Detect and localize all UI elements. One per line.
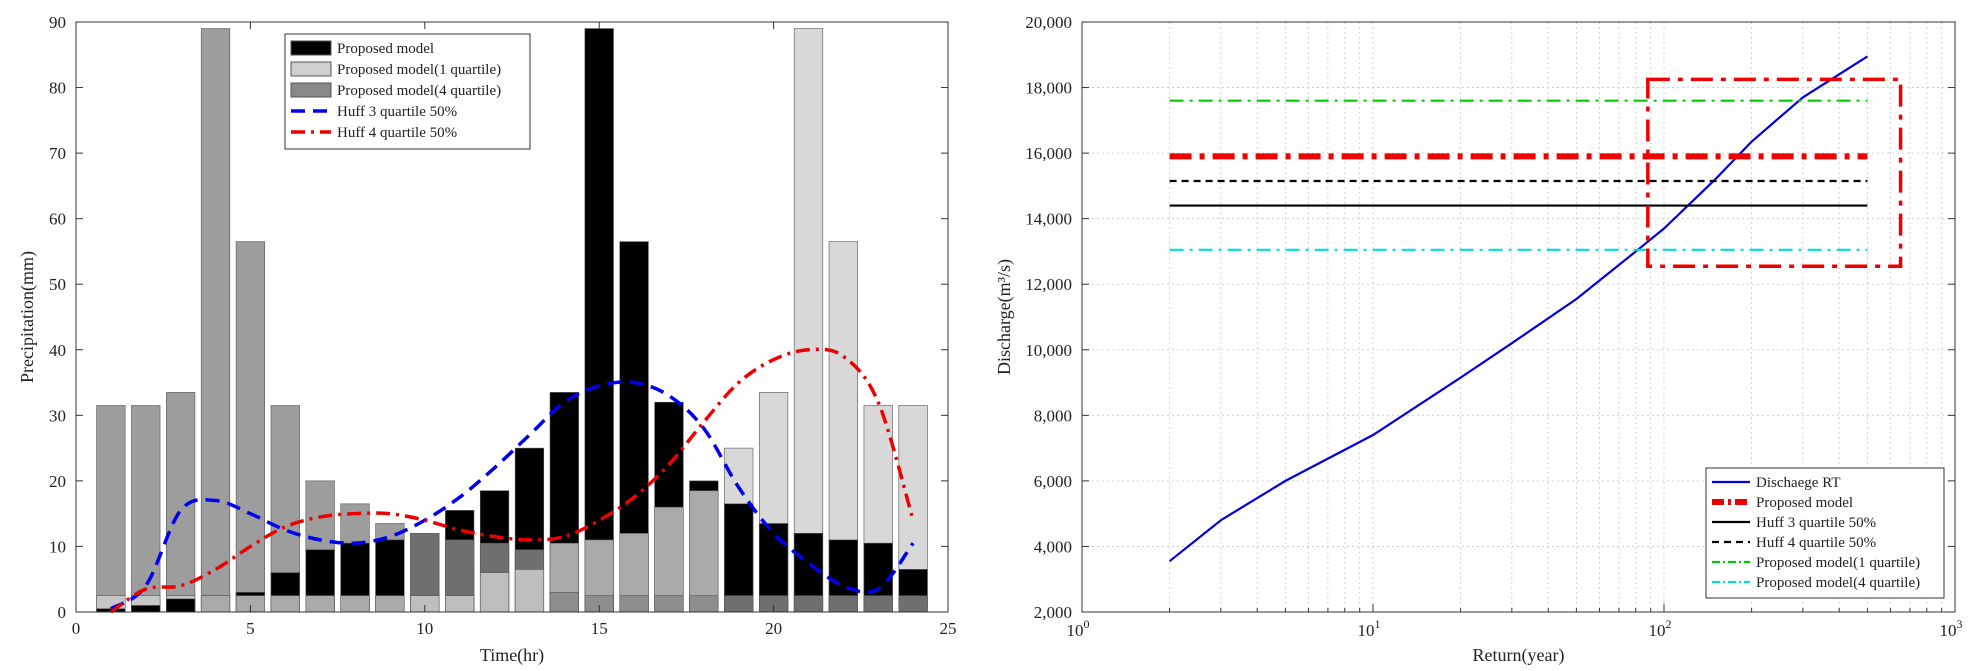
legend-swatch-3 (290, 82, 332, 98)
legend-label-1: Dischaege RT (1756, 475, 1841, 491)
bar-2-t13 (514, 569, 545, 613)
axes-frame (1081, 21, 1956, 613)
bar-3-t18 (689, 595, 719, 613)
y-tick-label: 70 (49, 144, 66, 163)
y-tick-label: 4,000 (1034, 537, 1072, 556)
bar-3-t24 (898, 595, 928, 613)
bar-2-t7 (305, 595, 335, 613)
legend: Dischaege RT Proposed model Huff 3 quartil… (1705, 467, 1945, 599)
y-tick-label: 6,000 (1034, 472, 1072, 491)
bar-1-t19 (724, 503, 754, 613)
x-tick-label: 15 (591, 619, 608, 638)
bar-1-t2 (131, 605, 161, 613)
bar-1-t3 (166, 598, 196, 613)
legend-label-5: Proposed model(1 quartile) (1756, 555, 1920, 571)
x-tick-label: 0 (72, 619, 81, 638)
bar-3-t21 (793, 595, 824, 613)
y-tick-label: 40 (49, 341, 66, 360)
x-axis-label: Return(year) (1473, 645, 1565, 666)
precipitation-chart: 0 5 10 15 20 25 0 10 20 30 40 50 60 70 80 90 Time(hr) Pre… (17, 13, 957, 666)
discharge-chart: 100 101 102 1032,0004,0006,0008,00010,00012… (994, 13, 1963, 666)
bar-2-t12 (479, 572, 510, 613)
legend-label-1: Proposed model (337, 41, 434, 57)
y-tick-label: 0 (58, 603, 67, 622)
series-line-1 (1168, 55, 1868, 563)
legend: Proposed model Proposed model(1 quartile)… (284, 33, 531, 150)
bar-2-t6 (270, 595, 300, 613)
x-tick-exponent: 1 (1375, 617, 1381, 631)
bar-2-t4 (200, 595, 231, 613)
axes-frame (75, 21, 949, 613)
legend-swatch-2 (290, 61, 332, 77)
x-tick-exponent: 3 (1957, 617, 1963, 631)
bar-3-t2 (131, 405, 161, 613)
y-tick-label: 50 (49, 275, 66, 294)
bar-3-t19 (724, 595, 754, 613)
highlight-box (1646, 77, 1903, 268)
bar-2-t8 (340, 595, 370, 613)
y-tick-label: 14,000 (1025, 210, 1072, 229)
legend-label-2: Proposed model(1 quartile) (337, 62, 501, 78)
y-tick-label: 12,000 (1025, 275, 1072, 294)
y-tick-label: 8,000 (1034, 406, 1072, 425)
x-tick-base: 10 (1649, 621, 1666, 640)
bar-2-t18 (689, 490, 719, 613)
x-tick-label: 102 (1649, 617, 1672, 640)
y-tick-label: 18,000 (1025, 79, 1072, 98)
bar-3-t5 (235, 241, 266, 613)
legend-label-5: Huff 4 quartile 50% (337, 125, 457, 141)
y-tick-label: 90 (49, 13, 66, 32)
x-tick-label: 101 (1358, 617, 1381, 640)
bar-3-t16 (619, 595, 649, 613)
y-tick-label: 80 (49, 79, 66, 98)
y-axis-label: Precipitation(mm) (17, 251, 38, 383)
legend-swatch-1 (290, 40, 332, 56)
x-tick-exponent: 2 (1666, 617, 1672, 631)
bar-2-t11 (445, 595, 475, 613)
x-tick-label: 25 (940, 619, 957, 638)
x-tick-label: 10 (416, 619, 433, 638)
bar-2-t9 (375, 595, 405, 613)
line-5 (109, 347, 915, 614)
bar-3-t1 (96, 405, 126, 613)
x-tick-label: 5 (246, 619, 255, 638)
y-tick-label: 20,000 (1025, 13, 1072, 32)
x-tick-label: 100 (1067, 617, 1090, 640)
legend-label-4: Huff 4 quartile 50% (1756, 535, 1876, 551)
x-tick-label: 20 (765, 619, 782, 638)
bar-1-t15 (584, 28, 614, 613)
x-tick-label: 103 (1940, 617, 1963, 640)
x-tick-base: 10 (1358, 621, 1375, 640)
y-tick-label: 10 (49, 537, 66, 556)
y-tick-label: 16,000 (1025, 144, 1072, 163)
x-tick-base: 10 (1067, 621, 1084, 640)
bar-3-t14 (549, 592, 579, 613)
bar-3-t22 (828, 595, 858, 613)
x-tick-exponent: 0 (1084, 617, 1090, 631)
y-tick-label: 2,000 (1034, 603, 1072, 622)
bar-2-t21 (793, 28, 824, 613)
y-tick-label: 60 (49, 210, 66, 229)
legend-label-3: Huff 3 quartile 50% (1756, 515, 1876, 531)
line-4 (109, 380, 915, 611)
y-axis-label: Discharge(m³/s) (994, 259, 1015, 375)
legend-box (1705, 467, 1945, 599)
y-tick-label: 20 (49, 472, 66, 491)
y-tick-label: 30 (49, 406, 66, 425)
x-tick-base: 10 (1940, 621, 1957, 640)
y-tick-label: 10,000 (1025, 341, 1072, 360)
legend-label-4: Huff 3 quartile 50% (337, 104, 457, 120)
legend-label-3: Proposed model(4 quartile) (337, 83, 501, 99)
bar-3-t23 (863, 595, 893, 613)
bar-3-t4 (200, 28, 231, 613)
legend-label-2: Proposed model (1756, 495, 1853, 511)
legend-label-6: Proposed model(4 quartile) (1756, 575, 1920, 591)
x-axis-label: Time(hr) (480, 645, 544, 666)
bar-3-t17 (654, 595, 684, 613)
